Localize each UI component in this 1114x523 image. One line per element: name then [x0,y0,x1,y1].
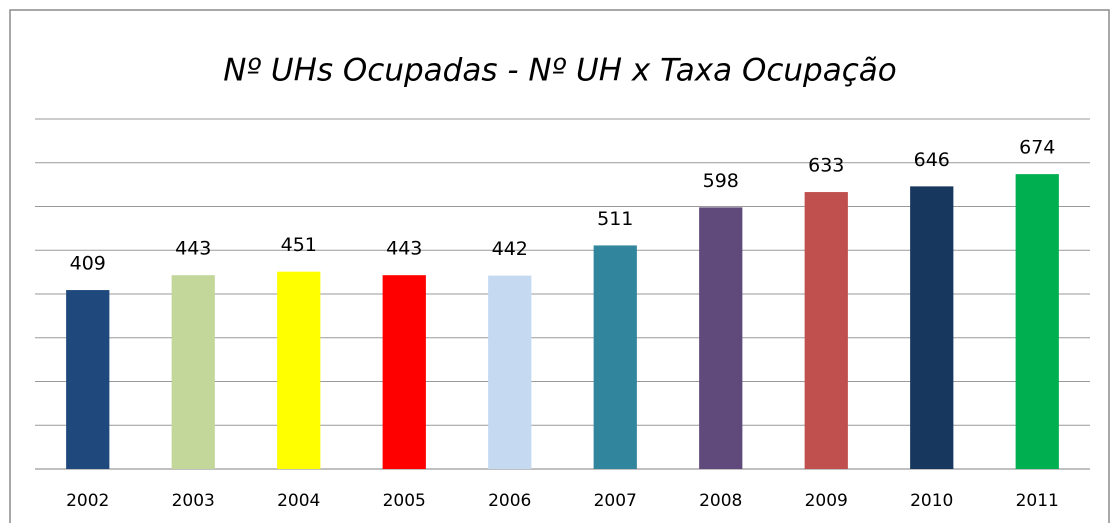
data-label: 409 [70,253,106,275]
bar [804,192,848,469]
bar [488,275,532,469]
bar [1015,174,1059,469]
data-label: 511 [597,208,633,230]
x-tick-label: 2004 [277,491,320,511]
x-tick-label: 2006 [488,491,531,511]
x-tick-label: 2011 [1016,491,1059,511]
bar [910,186,954,469]
data-label: 451 [281,234,317,256]
data-label: 443 [386,238,422,260]
bar [171,275,215,469]
x-tick-label: 2008 [699,491,742,511]
x-tick-label: 2010 [910,491,953,511]
data-label: 633 [808,155,844,177]
data-label: 442 [492,238,528,260]
data-label: 598 [703,170,739,192]
bar [699,207,743,469]
bar [66,290,110,469]
x-tick-label: 2005 [383,491,426,511]
bar [382,275,426,469]
bar [593,245,637,469]
chart-title: Nº UHs Ocupadas - Nº UH x Taxa Ocupação [223,53,897,89]
x-tick-label: 2003 [172,491,215,511]
data-label: 646 [914,149,950,171]
x-tick-label: 2002 [66,491,109,511]
data-label: 674 [1019,137,1055,159]
x-tick-label: 2007 [594,491,637,511]
data-label: 443 [175,238,211,260]
bar [277,271,321,469]
x-tick-label: 2009 [805,491,848,511]
